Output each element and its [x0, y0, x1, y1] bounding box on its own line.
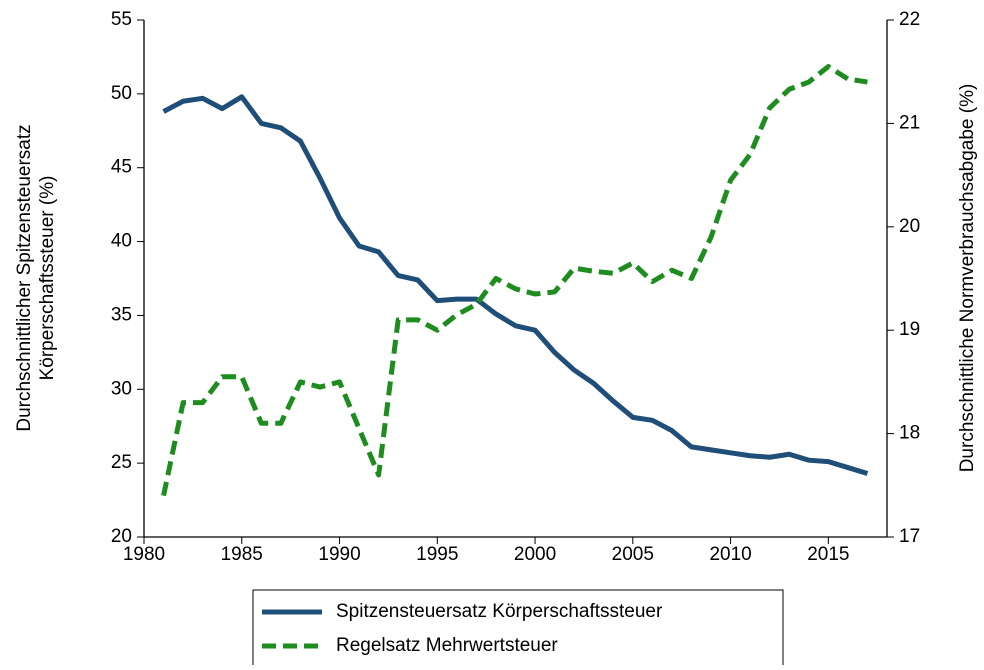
x-tick-label: 2005: [612, 544, 654, 565]
y2-tick-label: 18: [899, 423, 920, 444]
y2-tick-label: 19: [899, 319, 920, 340]
y-tick-label: 40: [111, 231, 132, 252]
x-tick-label: 1980: [123, 544, 165, 565]
line-series: [161, 64, 868, 497]
y2-tick-label: 17: [899, 526, 920, 547]
y2-tick-label: 20: [899, 216, 920, 237]
y-tick-label: 50: [111, 83, 132, 104]
y-tick-label: 35: [111, 304, 132, 325]
y-tick-label: 45: [111, 157, 132, 178]
y-tick-label: 20: [111, 526, 132, 547]
legend-label: Spitzensteuersatz Körperschaftssteuer: [336, 601, 663, 622]
y-tick-label: 55: [111, 9, 132, 30]
y-tick-label: 25: [111, 452, 132, 473]
legend: [252, 589, 784, 670]
x-tick-label: 1990: [318, 544, 360, 565]
x-tick-label: 2010: [709, 544, 751, 565]
y2-axis-label: Durchschnittliche Normverbrauchsabgabe (…: [957, 84, 978, 473]
y2-tick-label: 22: [899, 9, 920, 30]
y-axis-label: Durchschnittlicher Spitzensteuersatz: [14, 124, 35, 431]
x-tick-label: 2015: [807, 544, 849, 565]
x-tick-label: 1985: [221, 544, 263, 565]
y-tick-label: 30: [111, 378, 132, 399]
y2-tick-label: 21: [899, 112, 920, 133]
line-series: [162, 94, 869, 476]
x-tick-label: 1995: [416, 544, 458, 565]
x-tick-label: 2000: [514, 544, 556, 565]
legend-label: Regelsatz Mehrwertsteuer: [336, 635, 558, 656]
y-axis-label: Körperschaftssteuer (%): [37, 176, 58, 381]
